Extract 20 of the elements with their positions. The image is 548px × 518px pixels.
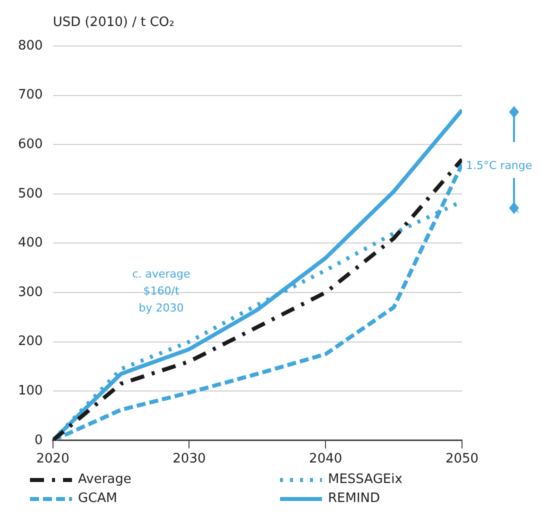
x-tick-label: 2020 bbox=[36, 452, 70, 467]
text: 1.5°C range bbox=[466, 159, 532, 172]
annotation: c. average $160/t by 2030 bbox=[132, 268, 191, 315]
y-tick-label: 600 bbox=[18, 136, 43, 152]
y-axis-title: USD (2010) / t CO₂ bbox=[52, 15, 174, 30]
y-tick-label: 100 bbox=[18, 383, 43, 398]
y-tick-label: 500 bbox=[18, 186, 43, 202]
y-tick-label: 0 bbox=[34, 432, 43, 448]
legend-label: GCAM bbox=[78, 491, 118, 506]
y-tick-label: 400 bbox=[18, 236, 43, 251]
legend-label: REMIND bbox=[328, 491, 380, 506]
y-tick-label: 300 bbox=[18, 284, 43, 300]
legend-label: MESSAGEix bbox=[328, 472, 402, 487]
y-tick-label: 800 bbox=[18, 38, 43, 54]
legend-label: Average bbox=[78, 472, 132, 487]
x-tick-label: 2030 bbox=[172, 452, 206, 467]
x-tick-label: 2040 bbox=[309, 452, 342, 467]
y-tick-label: 200 bbox=[18, 334, 43, 350]
y-tick-label: 700 bbox=[18, 88, 43, 103]
x-tick-label: 2050 bbox=[445, 452, 479, 467]
